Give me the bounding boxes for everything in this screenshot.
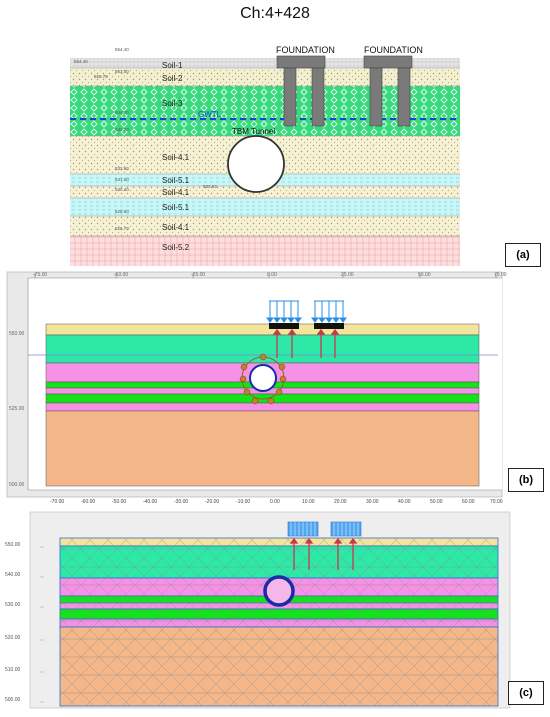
elevation-mark: 544.20 <box>115 110 129 115</box>
bottom-axis-tick: 70.00 <box>490 499 503 505</box>
bottom-axis-tick: -70.00 <box>50 499 65 505</box>
load-c-2 <box>330 521 362 537</box>
distributed-load-b-1 <box>266 300 302 323</box>
left-axis-tick-c: 500.00 <box>5 697 21 703</box>
top-axis-tick: -50.00 <box>114 272 129 278</box>
elevation-mark: 530.40 <box>115 187 129 192</box>
footing-b-1 <box>269 323 299 329</box>
foundation-label-1: FOUNDATION <box>276 45 335 55</box>
soil-label-2: Soil-2 <box>162 74 183 83</box>
left-axis-tick: 500.00 <box>9 482 25 488</box>
bottom-axis-tick: 20.00 <box>334 499 347 505</box>
panel-a-section <box>70 55 460 266</box>
soil-label-7: Soil-5.1 <box>162 203 190 212</box>
soil-label-6: Soil-4.1 <box>162 188 190 197</box>
foundation-1 <box>276 55 326 127</box>
model-b-layer-8 <box>45 410 480 487</box>
soil-3-layer <box>70 86 460 136</box>
bottom-axis-tick: 40.00 <box>398 499 411 505</box>
top-axis-tick: -75.00 <box>33 272 48 278</box>
soil-5-2-layer <box>70 236 460 266</box>
left-axis-tick-c: 540.00 <box>5 572 21 578</box>
panel-label-b: (b) <box>508 468 544 492</box>
left-axis-tick: 525.00 <box>9 406 25 412</box>
load-c-1 <box>287 521 319 537</box>
left-axis-tick-c: 510.00 <box>5 667 21 673</box>
panel-b-model <box>6 271 503 498</box>
soil-label-8: Soil-4.1 <box>162 223 190 232</box>
bottom-axis-tick: 50.00 <box>430 499 443 505</box>
bottom-axis-tick: 0.00 <box>270 499 280 505</box>
panel-label-c: (c) <box>508 681 544 705</box>
bottom-axis-tick: -10.00 <box>236 499 251 505</box>
finite-element-mesh <box>60 538 498 706</box>
elevation-mark: 554.40 <box>74 59 88 64</box>
bottom-axis-tick: -50.00 <box>112 499 127 505</box>
tunnel-b-lining <box>249 364 277 392</box>
soil-label-4: Soil-4.1 <box>162 153 190 162</box>
foundation-label-2: FOUNDATION <box>364 45 423 55</box>
elevation-mark: 553.00 <box>115 69 129 74</box>
bottom-axis-tick: 10.00 <box>302 499 315 505</box>
bottom-axis-tick: -20.00 <box>205 499 220 505</box>
top-axis-tick: 75.00 <box>494 272 507 278</box>
panel-label-a: (a) <box>505 243 541 267</box>
model-b-layer-7 <box>45 402 480 412</box>
soil-label-9: Soil-5.2 <box>162 243 190 252</box>
soil-1-layer <box>70 58 460 68</box>
panel-c-mesh <box>29 511 511 709</box>
bottom-axis-tick: 30.00 <box>366 499 379 505</box>
soil-label-1: Soil-1 <box>162 61 183 70</box>
top-axis-tick: 0.00 <box>267 272 277 278</box>
left-axis-tick-c: 520.00 <box>5 635 21 641</box>
tunnel-c-lining <box>263 575 295 607</box>
gwtl-label: GWTL <box>198 110 222 119</box>
piles-c <box>289 537 358 570</box>
piles-b <box>272 328 340 358</box>
footing-b-2 <box>314 323 344 329</box>
top-axis-tick: 50.00 <box>418 272 431 278</box>
figure-title: Ch:4+428 <box>240 5 310 22</box>
left-axis-tick: 550.00 <box>9 331 25 337</box>
soil-label-5: Soil-5.1 <box>162 176 190 185</box>
bottom-axis-tick: 60.00 <box>462 499 475 505</box>
soil-label-3: Soil-3 <box>162 99 183 108</box>
soil-5-1-layer-b <box>70 198 460 216</box>
model-b-layer-1 <box>45 323 480 336</box>
top-axis-tick: 25.00 <box>341 272 354 278</box>
elevation-mark: 531.60 <box>115 177 129 182</box>
elevation-mark: 542.50 <box>115 127 129 132</box>
left-axis-tick-c: 550.00 <box>5 542 21 548</box>
bottom-axis-tick: -30.00 <box>174 499 189 505</box>
elevation-mark: 525.70 <box>115 226 129 231</box>
tbm-tunnel-label: TBM Tunnel <box>232 127 276 136</box>
elevation-mark: 533.60 <box>115 166 129 171</box>
bottom-axis-tick: -60.00 <box>81 499 96 505</box>
elevation-mark: 532.63 <box>203 184 217 189</box>
top-axis-tick: -25.00 <box>191 272 206 278</box>
foundation-2 <box>363 55 413 127</box>
tunnel-b-nodes <box>239 353 287 405</box>
bottom-axis-tick: -40.00 <box>143 499 158 505</box>
elevation-mark: 554.40 <box>115 47 129 52</box>
left-axis-tick-c: 530.00 <box>5 602 21 608</box>
distributed-load-b-2 <box>311 300 347 323</box>
elevation-mark: 528.60 <box>115 209 129 214</box>
elevation-mark: 550.70 <box>94 74 108 79</box>
tbm-tunnel-circle <box>227 135 285 193</box>
